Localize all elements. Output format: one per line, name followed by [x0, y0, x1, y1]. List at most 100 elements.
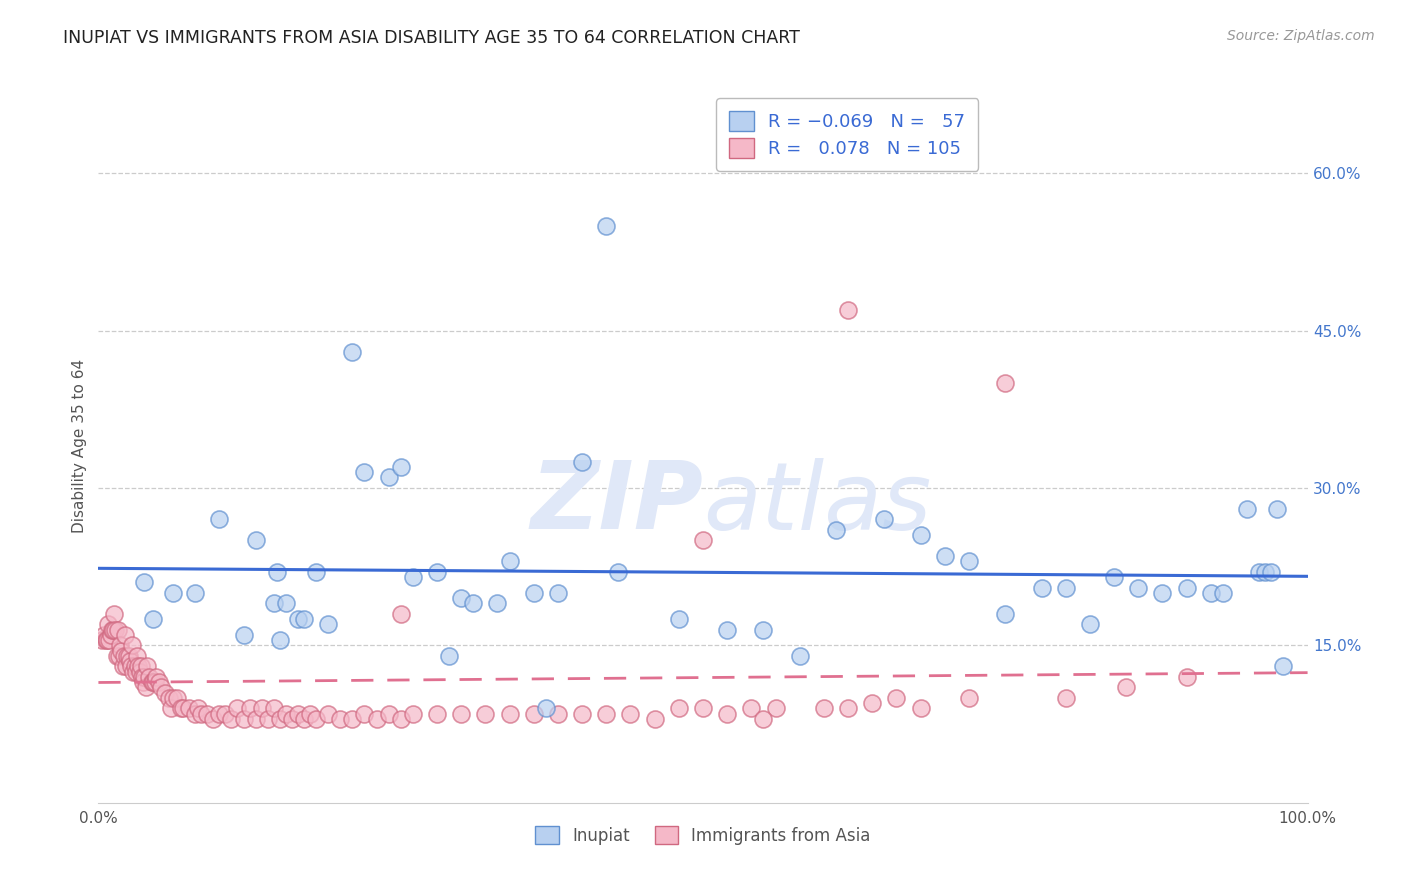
Point: [118, 648, 141, 663]
Point: [1272, 659, 1295, 673]
Point: [389, 460, 412, 475]
Point: [103, 607, 125, 621]
Point: [232, 628, 254, 642]
Point: [994, 607, 1017, 621]
Point: [498, 706, 520, 721]
Point: [160, 701, 183, 715]
Point: [292, 712, 315, 726]
Point: [132, 675, 155, 690]
Point: [305, 565, 328, 579]
Point: [143, 675, 166, 690]
Point: [121, 639, 143, 653]
Point: [957, 554, 980, 568]
Point: [377, 706, 399, 721]
Point: [1175, 670, 1198, 684]
Point: [266, 565, 288, 579]
Point: [377, 470, 399, 484]
Point: [187, 701, 209, 715]
Point: [269, 633, 291, 648]
Point: [571, 706, 593, 721]
Point: [263, 596, 285, 610]
Point: [426, 565, 449, 579]
Point: [145, 670, 167, 684]
Point: [389, 607, 412, 621]
Point: [1267, 502, 1289, 516]
Point: [269, 712, 291, 726]
Point: [135, 659, 157, 673]
Point: [127, 648, 149, 663]
Point: [157, 690, 180, 705]
Point: [740, 701, 762, 715]
Point: [93, 628, 115, 642]
Point: [716, 623, 738, 637]
Point: [292, 612, 315, 626]
Point: [595, 219, 617, 233]
Point: [97, 617, 120, 632]
Point: [860, 696, 883, 710]
Point: [195, 706, 218, 721]
Point: [910, 528, 932, 542]
Point: [607, 565, 630, 579]
Point: [131, 670, 153, 684]
Point: [172, 701, 194, 715]
Point: [957, 690, 980, 705]
Point: [547, 586, 569, 600]
Point: [450, 706, 472, 721]
Point: [426, 706, 449, 721]
Point: [789, 648, 811, 663]
Point: [825, 523, 848, 537]
Point: [263, 701, 285, 715]
Point: [104, 623, 127, 637]
Point: [752, 712, 775, 726]
Point: [100, 628, 122, 642]
Point: [934, 549, 956, 564]
Point: [281, 712, 304, 726]
Point: [287, 706, 309, 721]
Point: [101, 623, 124, 637]
Point: [389, 712, 412, 726]
Point: [1102, 570, 1125, 584]
Point: [128, 665, 150, 679]
Point: [716, 706, 738, 721]
Point: [190, 706, 212, 721]
Text: INUPIAT VS IMMIGRANTS FROM ASIA DISABILITY AGE 35 TO 64 CORRELATION CHART: INUPIAT VS IMMIGRANTS FROM ASIA DISABILI…: [63, 29, 800, 46]
Point: [342, 712, 364, 726]
Point: [329, 712, 352, 726]
Point: [232, 712, 254, 726]
Point: [402, 706, 425, 721]
Point: [1260, 565, 1282, 579]
Point: [122, 665, 145, 679]
Point: [668, 701, 690, 715]
Point: [595, 706, 617, 721]
Text: atlas: atlas: [703, 458, 931, 549]
Point: [316, 706, 339, 721]
Point: [125, 665, 148, 679]
Point: [1078, 617, 1101, 632]
Point: [1128, 581, 1150, 595]
Point: [437, 648, 460, 663]
Point: [134, 575, 156, 590]
Legend: Inupiat, Immigrants from Asia: Inupiat, Immigrants from Asia: [529, 820, 877, 852]
Point: [100, 623, 122, 637]
Point: [299, 706, 322, 721]
Point: [1254, 565, 1277, 579]
Point: [127, 659, 149, 673]
Point: [153, 685, 176, 699]
Point: [287, 612, 309, 626]
Point: [169, 701, 191, 715]
Point: [474, 706, 496, 721]
Point: [486, 596, 509, 610]
Point: [202, 712, 225, 726]
Point: [120, 659, 142, 673]
Point: [179, 701, 201, 715]
Point: [184, 706, 207, 721]
Point: [886, 690, 908, 705]
Point: [752, 623, 775, 637]
Point: [450, 591, 472, 606]
Point: [274, 596, 297, 610]
Point: [250, 701, 273, 715]
Point: [1054, 690, 1077, 705]
Point: [837, 701, 859, 715]
Point: [118, 654, 141, 668]
Point: [1054, 581, 1077, 595]
